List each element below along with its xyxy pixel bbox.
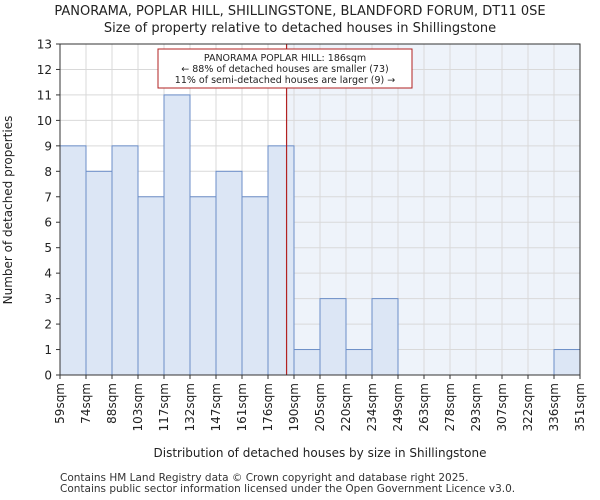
bar (345, 349, 373, 376)
y-axis-label: Number of detached properties (1, 116, 15, 305)
y-tick-label: 3 (44, 292, 52, 306)
x-tick-label: 88sqm (105, 383, 119, 424)
annotation-line-2: ← 88% of detached houses are smaller (73… (181, 64, 388, 75)
x-tick-label: 234sqm (365, 383, 379, 431)
x-axis-label: Distribution of detached houses by size … (154, 446, 487, 460)
x-tick-label: 103sqm (131, 383, 145, 431)
footer-line-2: Contains public sector information licen… (60, 483, 516, 495)
bar (215, 170, 243, 376)
y-tick-label: 5 (44, 241, 52, 255)
x-tick-label: 278sqm (443, 383, 457, 431)
x-tick-label: 74sqm (79, 383, 93, 424)
x-tick-label: 220sqm (339, 383, 353, 431)
y-tick-label: 13 (37, 38, 52, 52)
bar (241, 196, 269, 376)
y-tick-label: 4 (44, 267, 52, 281)
bar (371, 298, 399, 376)
y-tick-label: 6 (44, 216, 52, 230)
x-tick-label: 190sqm (287, 383, 301, 431)
bar (293, 349, 321, 376)
y-tick-label: 1 (44, 343, 52, 357)
bar (163, 94, 191, 376)
x-tick-label: 336sqm (547, 383, 561, 431)
bar (319, 298, 347, 376)
y-tick-label: 10 (37, 114, 52, 128)
footer-line-1: Contains HM Land Registry data © Crown c… (60, 472, 469, 484)
x-tick-label: 293sqm (469, 383, 483, 431)
y-tick-label: 2 (44, 318, 52, 332)
y-tick-label: 12 (37, 63, 52, 77)
y-tick-label: 7 (44, 190, 52, 204)
bar (553, 349, 581, 376)
x-tick-label: 161sqm (235, 383, 249, 431)
bar (111, 145, 139, 376)
x-tick-label: 205sqm (313, 383, 327, 431)
bar (189, 196, 217, 376)
y-tick-label: 11 (37, 88, 52, 102)
annotation-box: PANORAMA POPLAR HILL: 186sqm ← 88% of de… (157, 48, 413, 89)
chart-subtitle: Size of property relative to detached ho… (103, 21, 497, 36)
x-tick-label: 117sqm (157, 383, 171, 431)
chart-title: PANORAMA, POPLAR HILL, SHILLINGSTONE, BL… (54, 4, 546, 19)
x-tick-label: 351sqm (573, 383, 587, 431)
chart-title-block: PANORAMA, POPLAR HILL, SHILLINGSTONE, BL… (0, 3, 600, 37)
bar (137, 196, 165, 376)
x-tick-label: 59sqm (53, 383, 67, 424)
y-tick-label: 8 (44, 165, 52, 179)
bar (59, 145, 87, 376)
x-tick-label: 147sqm (209, 383, 223, 431)
y-tick-label: 9 (44, 139, 52, 153)
footer: Contains HM Land Registry data © Crown c… (60, 473, 515, 495)
x-tick-label: 132sqm (183, 383, 197, 431)
annotation-line-1: PANORAMA POPLAR HILL: 186sqm (204, 53, 366, 64)
x-tick-label: 249sqm (391, 383, 405, 431)
y-tick-label: 0 (44, 369, 52, 383)
bar (267, 145, 295, 376)
x-tick-label: 263sqm (417, 383, 431, 431)
x-tick-label: 322sqm (521, 383, 535, 431)
x-tick-label: 176sqm (261, 383, 275, 431)
x-tick-label: 307sqm (495, 383, 509, 431)
annotation-line-3: 11% of semi-detached houses are larger (… (175, 75, 395, 86)
bar (85, 170, 113, 376)
